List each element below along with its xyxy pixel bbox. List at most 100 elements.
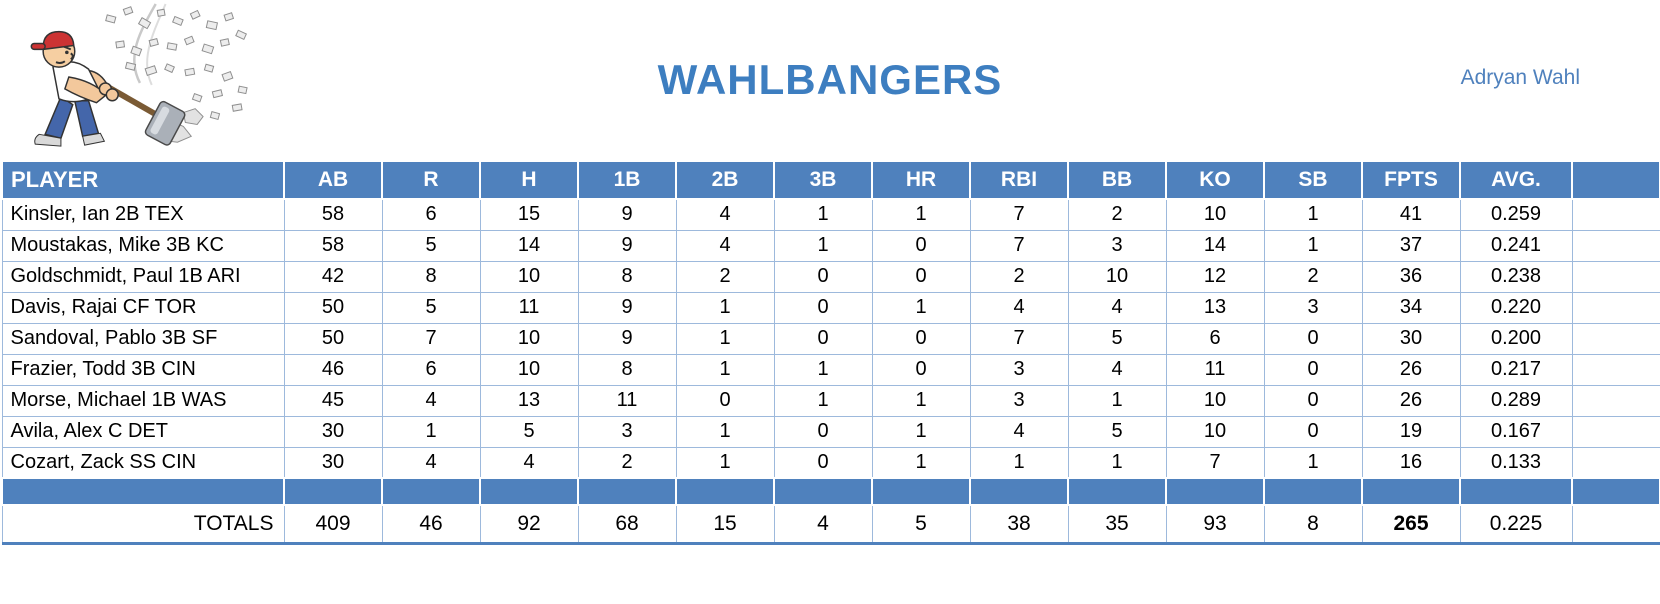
stat-cell-ko: 10	[1165, 415, 1265, 448]
total-fpts: 265	[1361, 504, 1461, 545]
blank-cell	[1571, 229, 1660, 262]
stat-cell-rbi: 7	[969, 229, 1069, 262]
stat-cell-1b: 9	[577, 291, 677, 324]
stat-cell-2b: 2	[675, 260, 775, 293]
stat-cell-ab: 50	[283, 322, 383, 355]
blank-cell	[1571, 260, 1660, 293]
stat-cell-hr: 0	[871, 353, 971, 386]
stat-cell-sb: 0	[1263, 384, 1363, 417]
total-hr: 5	[871, 504, 971, 545]
stat-cell-h: 5	[479, 415, 579, 448]
stat-cell-r: 7	[381, 322, 481, 355]
separator-cell	[1, 477, 285, 506]
stat-cell-h: 11	[479, 291, 579, 324]
column-header-rbi: RBI	[969, 160, 1069, 200]
stat-cell-avg: 0.241	[1459, 229, 1573, 262]
stat-cell-hr: 1	[871, 384, 971, 417]
player-name-cell: Kinsler, Ian 2B TEX	[1, 198, 285, 231]
stat-cell-sb: 1	[1263, 198, 1363, 231]
player-row: Frazier, Todd 3B CIN 46 6 10 8 1 1 0 3 4 11 0 26 0.21…	[1, 353, 1660, 386]
player-row: Moustakas, Mike 3B KC 58 5 14 9 4 1 0 7 3 14 1 37 0.2…	[1, 229, 1660, 262]
column-header-blank	[1571, 160, 1660, 200]
player-name-cell: Frazier, Todd 3B CIN	[1, 353, 285, 386]
stat-cell-sb: 0	[1263, 353, 1363, 386]
stat-cell-3b: 1	[773, 229, 873, 262]
stat-cell-r: 6	[381, 198, 481, 231]
separator-cell	[871, 477, 971, 506]
stat-cell-fpts: 30	[1361, 322, 1461, 355]
stat-cell-rbi: 2	[969, 260, 1069, 293]
separator-cell	[675, 477, 775, 506]
stat-cell-avg: 0.259	[1459, 198, 1573, 231]
stat-cell-bb: 1	[1067, 384, 1167, 417]
column-header-fpts: FPTS	[1361, 160, 1461, 200]
stat-cell-r: 4	[381, 384, 481, 417]
stat-cell-sb: 0	[1263, 322, 1363, 355]
stat-cell-bb: 5	[1067, 322, 1167, 355]
player-name-cell: Morse, Michael 1B WAS	[1, 384, 285, 417]
total-ko: 93	[1165, 504, 1265, 545]
stat-cell-2b: 1	[675, 446, 775, 479]
total-h: 92	[479, 504, 579, 545]
player-name-cell: Avila, Alex C DET	[1, 415, 285, 448]
stat-cell-ko: 12	[1165, 260, 1265, 293]
stat-cell-sb: 2	[1263, 260, 1363, 293]
separator-cell	[1067, 477, 1167, 506]
stat-cell-avg: 0.238	[1459, 260, 1573, 293]
stat-cell-avg: 0.217	[1459, 353, 1573, 386]
total-1b: 68	[577, 504, 677, 545]
stat-cell-h: 4	[479, 446, 579, 479]
stat-cell-2b: 4	[675, 229, 775, 262]
player-row: Morse, Michael 1B WAS 45 4 13 11 0 1 1 3 1 10 0 26 0.…	[1, 384, 1660, 417]
column-header-2b: 2B	[675, 160, 775, 200]
column-header-bb: BB	[1067, 160, 1167, 200]
total-ab: 409	[283, 504, 383, 545]
stat-cell-ko: 14	[1165, 229, 1265, 262]
stat-cell-h: 10	[479, 260, 579, 293]
sheet-header: WAHLBANGERS Adryan Wahl	[0, 0, 1660, 160]
player-name-cell: Cozart, Zack SS CIN	[1, 446, 285, 479]
stat-cell-3b: 1	[773, 198, 873, 231]
separator-cell	[381, 477, 481, 506]
stat-cell-bb: 5	[1067, 415, 1167, 448]
stat-cell-3b: 1	[773, 353, 873, 386]
stat-cell-r: 5	[381, 229, 481, 262]
stat-cell-avg: 0.133	[1459, 446, 1573, 479]
total-rbi: 38	[969, 504, 1069, 545]
stat-cell-hr: 1	[871, 415, 971, 448]
stat-cell-fpts: 19	[1361, 415, 1461, 448]
separator-cell	[969, 477, 1069, 506]
stat-cell-sb: 0	[1263, 415, 1363, 448]
stat-cell-bb: 4	[1067, 353, 1167, 386]
column-header-ab: AB	[283, 160, 383, 200]
total-avg: 0.225	[1459, 504, 1573, 545]
stat-cell-rbi: 3	[969, 353, 1069, 386]
stat-cell-hr: 1	[871, 291, 971, 324]
separator-cell	[577, 477, 677, 506]
separator-cell	[283, 477, 383, 506]
stat-cell-rbi: 1	[969, 446, 1069, 479]
player-row: Sandoval, Pablo 3B SF 50 7 10 9 1 0 0 7 5 6 0 30 0.20…	[1, 322, 1660, 355]
player-name-cell: Moustakas, Mike 3B KC	[1, 229, 285, 262]
column-header-avg: AVG.	[1459, 160, 1573, 200]
team-title: WAHLBANGERS	[657, 56, 1003, 103]
stat-cell-rbi: 7	[969, 198, 1069, 231]
stat-cell-2b: 1	[675, 415, 775, 448]
stat-cell-r: 6	[381, 353, 481, 386]
stat-cell-bb: 3	[1067, 229, 1167, 262]
blank-cell	[1571, 353, 1660, 386]
stat-cell-3b: 0	[773, 415, 873, 448]
blank-cell	[1571, 322, 1660, 355]
stat-cell-ko: 11	[1165, 353, 1265, 386]
player-name-cell: Goldschmidt, Paul 1B ARI	[1, 260, 285, 293]
stat-cell-hr: 1	[871, 446, 971, 479]
stat-cell-h: 10	[479, 322, 579, 355]
column-header-1b: 1B	[577, 160, 677, 200]
stat-cell-avg: 0.289	[1459, 384, 1573, 417]
stat-cell-hr: 0	[871, 322, 971, 355]
column-header-ko: KO	[1165, 160, 1265, 200]
stat-cell-ab: 30	[283, 446, 383, 479]
stat-cell-ab: 46	[283, 353, 383, 386]
hammer-smash-clipart	[30, 3, 248, 147]
stat-cell-rbi: 7	[969, 322, 1069, 355]
